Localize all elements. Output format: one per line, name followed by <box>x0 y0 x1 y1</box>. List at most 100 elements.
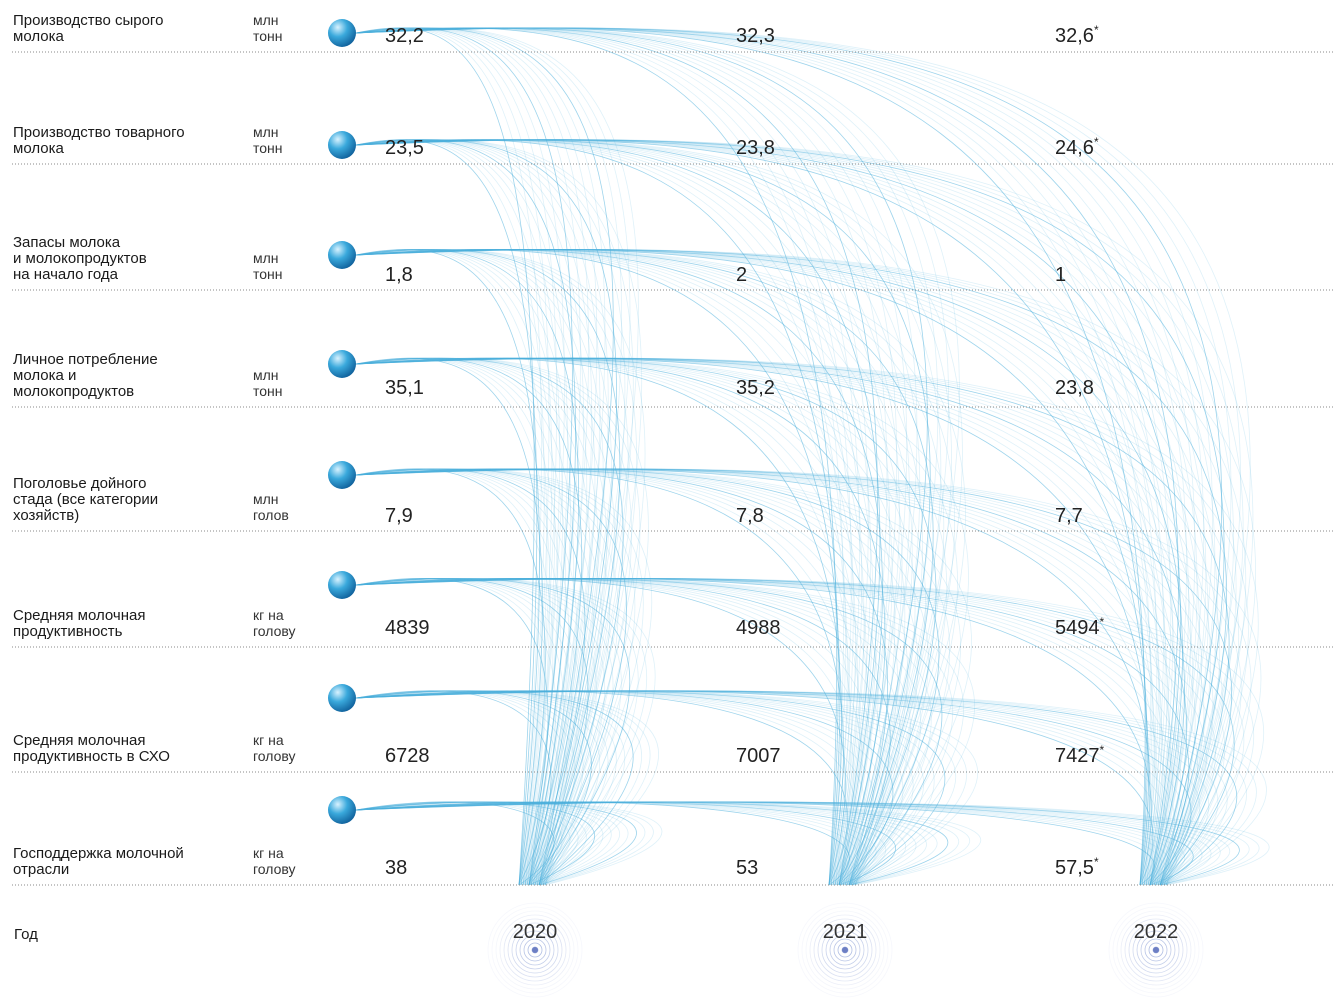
row-label-line: молока <box>13 140 64 157</box>
arc <box>356 249 547 885</box>
cell-value: 1 <box>1055 264 1066 286</box>
cell-value-text: 4988 <box>736 617 781 639</box>
row-unit-line: млн <box>253 250 279 266</box>
arc <box>356 249 1256 885</box>
arc <box>356 249 1160 885</box>
row-label-line: хозяйств) <box>13 507 79 524</box>
row-label-line: молока и <box>13 367 76 384</box>
row-unit-line: голову <box>253 861 296 877</box>
arc <box>356 802 858 885</box>
cell-value-text: 32,6 <box>1055 25 1094 47</box>
cell-value-text: 23,5 <box>385 137 424 159</box>
arc <box>356 249 1167 885</box>
cell-value: 38 <box>385 857 407 879</box>
row-label-line: на начало года <box>13 266 119 283</box>
cell-value-text: 53 <box>736 857 758 879</box>
cell-value: 35,1 <box>385 377 424 399</box>
row-unit-line: тонн <box>253 140 283 156</box>
arc <box>356 249 571 885</box>
arc <box>356 691 625 885</box>
row-label-line: Производство сырого <box>13 12 163 29</box>
row-label: Запасы молокаи молокопродуктовна начало … <box>13 234 147 283</box>
cell-value: 4839 <box>385 617 430 639</box>
arc <box>356 249 540 885</box>
year: 2020 <box>513 921 558 943</box>
sphere <box>328 571 356 599</box>
cell-value-text: 7,7 <box>1055 505 1083 527</box>
decorative-rings <box>488 903 1203 997</box>
cell-value-text: 23,8 <box>1055 377 1094 399</box>
row-unit: кг наголову <box>253 607 296 639</box>
cell-value: 32,3 <box>736 25 775 47</box>
row-unit-line: кг на <box>253 607 284 623</box>
arc <box>356 578 1244 885</box>
cell-value-text: 35,1 <box>385 377 424 399</box>
cell-note: * <box>1100 743 1105 757</box>
cell-value: 23,5 <box>385 137 424 159</box>
cell-value: 1,8 <box>385 264 413 286</box>
arc <box>356 140 1243 885</box>
row-unit-line: млн <box>253 367 279 383</box>
cell-value-text: 6728 <box>385 745 430 767</box>
cell-value-text: 7,8 <box>736 505 764 527</box>
cell-value: 32,2 <box>385 25 424 47</box>
cell-note: * <box>1100 615 1105 629</box>
row-label: Личное потреблениемолока имолокопродукто… <box>13 351 158 400</box>
row-unit-line: млн <box>253 124 279 140</box>
cell-value-text: 23,8 <box>736 137 775 159</box>
arc <box>356 249 1147 885</box>
cell-value-text: 1 <box>1055 264 1066 286</box>
arc <box>356 578 910 885</box>
arc <box>356 469 1213 885</box>
arc <box>356 249 847 885</box>
arc <box>356 691 1175 885</box>
row-label-line: и молокопродуктов <box>13 250 147 267</box>
cell-value: 7427* <box>1055 743 1105 767</box>
cell-value-text: 38 <box>385 857 407 879</box>
row-label-line: Господдержка молочной <box>13 845 184 862</box>
sphere <box>328 684 356 712</box>
infographic: Производство сырогомолокамлнтонн32,232,3… <box>0 0 1335 999</box>
arc <box>356 28 541 885</box>
row-label-line: продуктивность в СХО <box>13 748 170 765</box>
sphere <box>328 350 356 378</box>
arc <box>356 140 1234 885</box>
cell-value-text: 7,9 <box>385 505 413 527</box>
row-unit: млнтонн <box>253 124 283 156</box>
arc <box>356 249 612 885</box>
arc <box>356 249 864 885</box>
cell-value: 7,8 <box>736 505 764 527</box>
arc <box>356 691 1247 885</box>
decorative-arcs <box>356 28 1269 885</box>
cell-note: * <box>1094 855 1099 869</box>
cell-value: 35,2 <box>736 377 775 399</box>
row-unit: млнголов <box>253 491 289 523</box>
row-unit-line: млн <box>253 491 279 507</box>
cell-value: 7,9 <box>385 505 413 527</box>
arc <box>356 691 1160 885</box>
year-label: Год <box>14 926 38 943</box>
sphere <box>328 241 356 269</box>
cell-value: 23,8 <box>1055 377 1094 399</box>
cell-value-text: 4839 <box>385 617 430 639</box>
row-unit-line: кг на <box>253 732 284 748</box>
arc <box>356 691 1200 885</box>
arc <box>356 691 1256 885</box>
row-unit-line: тонн <box>253 383 283 399</box>
cell-note: * <box>1094 135 1099 149</box>
ring-center <box>532 947 538 953</box>
ring-center <box>1153 947 1159 953</box>
row-unit-line: тонн <box>253 266 283 282</box>
sphere <box>328 19 356 47</box>
arc <box>356 691 633 885</box>
arc <box>356 691 1167 885</box>
row-unit-line: тонн <box>253 28 283 44</box>
cell-value: 7,7 <box>1055 505 1083 527</box>
arc <box>356 249 595 885</box>
arc <box>356 691 1183 885</box>
